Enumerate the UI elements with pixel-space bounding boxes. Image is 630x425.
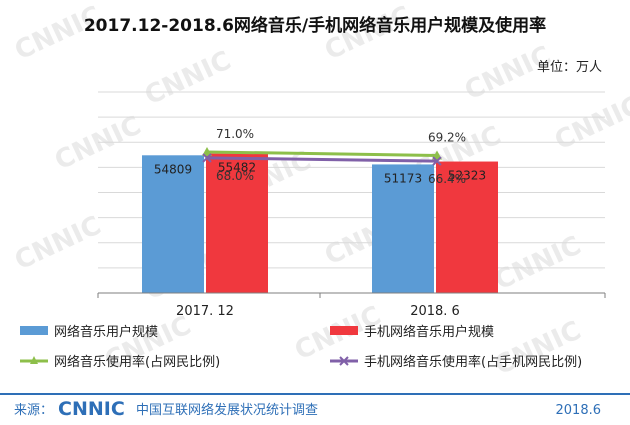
watermark-text: CNNIC	[140, 46, 235, 112]
x-tick-label: 2018. 6	[410, 304, 460, 319]
x-axis-tick-labels: 2017. 12 2018. 6	[176, 304, 460, 319]
bar	[372, 164, 434, 293]
rate-line	[206, 156, 438, 163]
rate-value-labels: 71.0% 69.2% 68.0% 66.4%	[216, 127, 466, 186]
footer-org-name: 中国互联网络发展状况统计调查	[136, 402, 318, 418]
watermark-text: CNNIC	[10, 211, 105, 277]
rate-line	[206, 150, 438, 158]
bar	[436, 161, 498, 293]
rate-marker	[202, 146, 212, 156]
rate-value-label: 68.0%	[216, 169, 254, 183]
rate-value-label: 71.0%	[216, 127, 254, 141]
bar-series	[142, 153, 498, 293]
footer-source-label: 来源：	[14, 403, 53, 418]
unit-label: 单位：万人	[537, 60, 602, 75]
bar-value-label: 55482	[218, 161, 256, 175]
watermark-text: CNNIC	[550, 91, 630, 157]
watermark-text: CNNIC	[50, 111, 145, 177]
rate-value-label: 66.4%	[428, 172, 466, 186]
bar-value-label: 52323	[448, 169, 486, 183]
bar-value-label: 54809	[154, 162, 192, 176]
x-axis-ticks	[97, 293, 606, 298]
bar	[206, 153, 268, 293]
rate-marker	[202, 153, 212, 163]
legend-swatch	[330, 326, 358, 335]
rate-lines	[202, 146, 442, 166]
legend-label: 手机网络音乐用户规模	[364, 324, 494, 340]
footer-rule	[0, 393, 630, 395]
legend-marker	[339, 356, 349, 366]
bar-value-labels: 54809 55482 51173 52323	[154, 161, 486, 186]
watermark-text: CNNIC	[490, 231, 585, 297]
x-tick-label: 2017. 12	[176, 304, 234, 319]
cnnic-logo: CNNIC	[58, 398, 125, 420]
footer: 来源： CNNIC 中国互联网络发展状况统计调查 2018.6	[14, 398, 601, 420]
bar	[142, 155, 204, 293]
legend-label: 手机网络音乐使用率(占手机网民比例)	[364, 354, 582, 370]
footer-date: 2018.6	[556, 403, 602, 418]
rate-value-label: 69.2%	[428, 131, 466, 145]
legend-label: 网络音乐用户规模	[54, 324, 158, 340]
rate-marker	[432, 156, 442, 166]
legend-marker	[30, 356, 38, 364]
watermark-text: CNNIC	[490, 316, 585, 382]
legend-swatch	[20, 326, 48, 335]
bar-value-label: 51173	[384, 171, 422, 185]
chart-title: 2017.12-2018.6网络音乐/手机网络音乐用户规模及使用率	[84, 15, 546, 36]
legend-label: 网络音乐使用率(占网民比例)	[54, 354, 220, 370]
